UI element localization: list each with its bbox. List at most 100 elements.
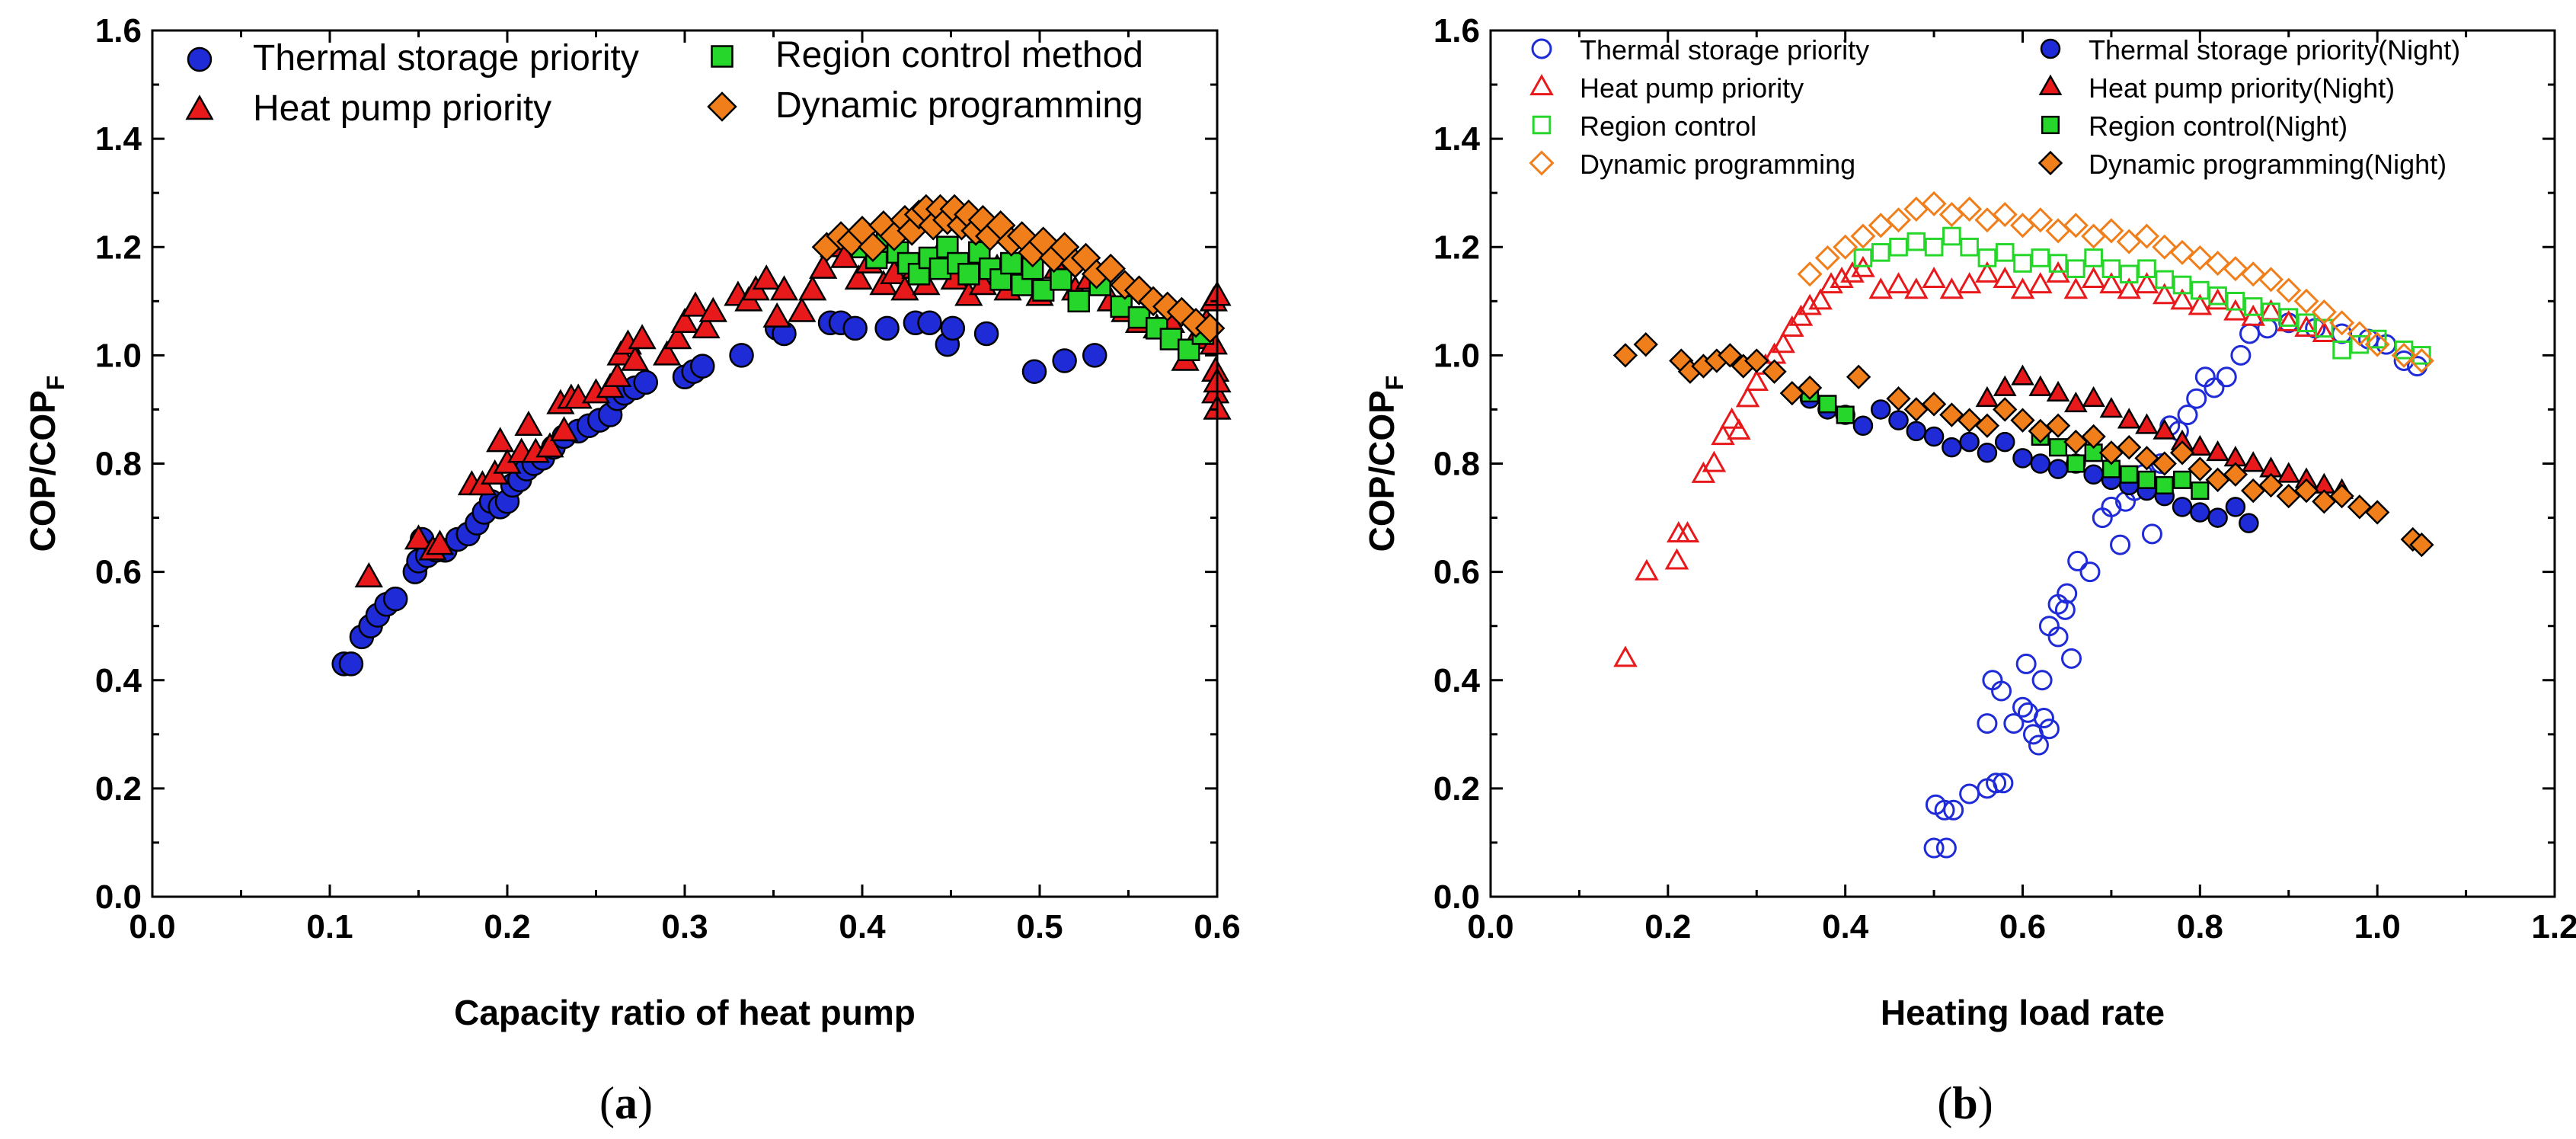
data-point xyxy=(2204,377,2225,398)
data-point xyxy=(404,524,433,550)
data-point xyxy=(940,315,966,341)
legend-marker xyxy=(185,94,214,120)
data-point xyxy=(2063,213,2089,238)
data-point xyxy=(1922,267,1946,288)
data-point xyxy=(1095,253,1126,284)
legend-label: Dynamic programming(Night) xyxy=(2089,149,2447,180)
data-point xyxy=(1727,418,1751,440)
y-tick-label: 0.8 xyxy=(1433,446,1480,483)
data-point xyxy=(2054,599,2076,620)
data-point xyxy=(2225,497,2246,517)
data-point xyxy=(2081,267,2106,288)
data-point xyxy=(2030,453,2051,474)
data-point xyxy=(858,232,888,263)
chart-a: 0.0 0.1 0.2 0.3 0.4 0.5 0.6 0.0 0.2 0.4 0.6 0.8 1.0 1… xyxy=(23,12,1241,1128)
legend: Thermal storage priority Heat pump priori… xyxy=(1529,34,2460,180)
data-point xyxy=(1613,645,1638,667)
data-point xyxy=(2276,309,2301,331)
data-point xyxy=(1052,348,1077,373)
data-point xyxy=(2049,438,2068,457)
data-point xyxy=(1957,272,1982,294)
data-point xyxy=(1977,713,1998,734)
data-point xyxy=(670,307,699,333)
data-point xyxy=(2061,648,2082,669)
data-point xyxy=(1840,261,1865,283)
panel-label-close: ) xyxy=(638,1078,653,1128)
data-point xyxy=(1852,415,1874,437)
data-point xyxy=(1993,397,2018,422)
data-point xyxy=(2011,364,2034,386)
data-point xyxy=(2047,459,2069,479)
data-point xyxy=(1818,395,1837,414)
data-point xyxy=(2003,713,2025,734)
data-point xyxy=(1934,799,1955,821)
data-point xyxy=(2216,366,2237,388)
legend-label: Thermal storage priority(Night) xyxy=(2089,34,2460,66)
data-point xyxy=(653,340,682,366)
panel-label: (a) xyxy=(599,1078,653,1128)
data-point xyxy=(354,562,383,587)
series-8 xyxy=(1612,331,2434,558)
data-point xyxy=(621,345,650,371)
data-point xyxy=(2239,323,2261,344)
data-point xyxy=(842,315,868,341)
y-tick-label: 0.6 xyxy=(1433,554,1480,591)
data-point xyxy=(2208,286,2227,306)
data-point xyxy=(1923,426,1945,447)
data-point xyxy=(2173,470,2192,489)
data-point xyxy=(2137,259,2156,278)
data-point xyxy=(798,275,827,301)
data-point xyxy=(2010,408,2035,433)
legend-label: Region control(Night) xyxy=(2089,110,2347,142)
legend-label: Thermal storage priority xyxy=(1580,34,1869,66)
data-point xyxy=(1959,431,1980,453)
chart-b: 0.0 0.2 0.4 0.6 0.8 1.0 1.2 0.0 0.2 0.4 0.6 0.8 1.0 1… xyxy=(1362,12,2576,1128)
data-point xyxy=(2311,299,2337,325)
data-point xyxy=(2015,653,2037,674)
legend: Thermal storage priority Heat pump priori… xyxy=(185,35,1143,129)
data-point xyxy=(2099,272,2124,294)
x-tick-label: 0.5 xyxy=(1016,908,1063,945)
data-point xyxy=(2134,446,2159,471)
data-point xyxy=(2134,272,2159,294)
data-point xyxy=(1993,375,2017,396)
legend-entry: Dynamic programming(Night) xyxy=(2037,149,2447,180)
data-point xyxy=(1906,232,1926,251)
series-1 xyxy=(1923,312,2428,859)
data-point xyxy=(2057,583,2078,604)
data-point xyxy=(1830,267,1854,288)
data-point xyxy=(1780,315,1804,337)
series-1 xyxy=(331,310,1107,677)
data-point xyxy=(1833,234,1858,260)
data-point xyxy=(1975,386,1999,408)
data-point xyxy=(1702,450,1727,472)
data-point xyxy=(2083,464,2104,485)
data-point xyxy=(1871,243,1890,262)
data-point xyxy=(535,432,564,458)
data-point xyxy=(2312,489,2337,514)
legend-entry: Thermal storage priority xyxy=(187,38,639,78)
data-point xyxy=(2312,321,2337,343)
data-point xyxy=(957,263,980,286)
data-point xyxy=(2409,532,2434,558)
data-point xyxy=(2170,288,2194,310)
legend-label: Heat pump priority xyxy=(253,88,551,129)
data-point xyxy=(2066,454,2085,473)
data-point xyxy=(2347,321,2373,347)
data-point xyxy=(2038,718,2060,740)
data-point xyxy=(2067,550,2089,571)
data-point xyxy=(1974,413,2000,438)
data-point xyxy=(1819,272,1843,294)
legend-marker xyxy=(1531,38,1552,59)
axes-frame xyxy=(151,29,1219,898)
data-point xyxy=(2099,397,2124,418)
data-point xyxy=(1633,331,1658,357)
legend-entry: Dynamic programming xyxy=(707,85,1143,126)
data-point xyxy=(1943,799,1964,821)
data-point xyxy=(1977,248,1997,267)
data-point xyxy=(425,530,455,555)
data-point xyxy=(2205,467,2230,492)
data-point xyxy=(1904,277,1929,299)
data-point xyxy=(2188,456,2213,482)
data-point xyxy=(1959,783,1980,805)
